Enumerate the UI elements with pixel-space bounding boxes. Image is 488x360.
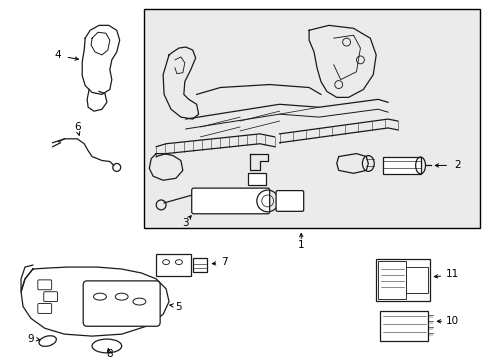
Text: 10: 10 <box>445 316 458 326</box>
Bar <box>405 267 427 293</box>
Text: 6: 6 <box>74 122 81 132</box>
Bar <box>247 173 265 185</box>
FancyBboxPatch shape <box>276 190 303 211</box>
FancyBboxPatch shape <box>191 188 269 214</box>
Bar <box>144 9 479 228</box>
Text: 2: 2 <box>453 161 460 170</box>
Text: 7: 7 <box>221 257 227 267</box>
Text: 3: 3 <box>182 218 189 228</box>
Bar <box>192 258 206 272</box>
Text: 11: 11 <box>445 269 458 279</box>
Text: 4: 4 <box>54 50 61 60</box>
Bar <box>382 157 420 174</box>
Text: 9: 9 <box>27 334 34 344</box>
FancyBboxPatch shape <box>83 281 160 326</box>
Bar <box>377 261 405 299</box>
FancyBboxPatch shape <box>379 311 427 341</box>
FancyBboxPatch shape <box>38 280 52 290</box>
Bar <box>156 254 190 276</box>
Text: 1: 1 <box>297 240 304 250</box>
FancyBboxPatch shape <box>43 292 58 302</box>
FancyBboxPatch shape <box>38 303 52 314</box>
Text: 8: 8 <box>106 349 113 359</box>
FancyBboxPatch shape <box>375 259 429 301</box>
Text: 5: 5 <box>175 302 182 311</box>
